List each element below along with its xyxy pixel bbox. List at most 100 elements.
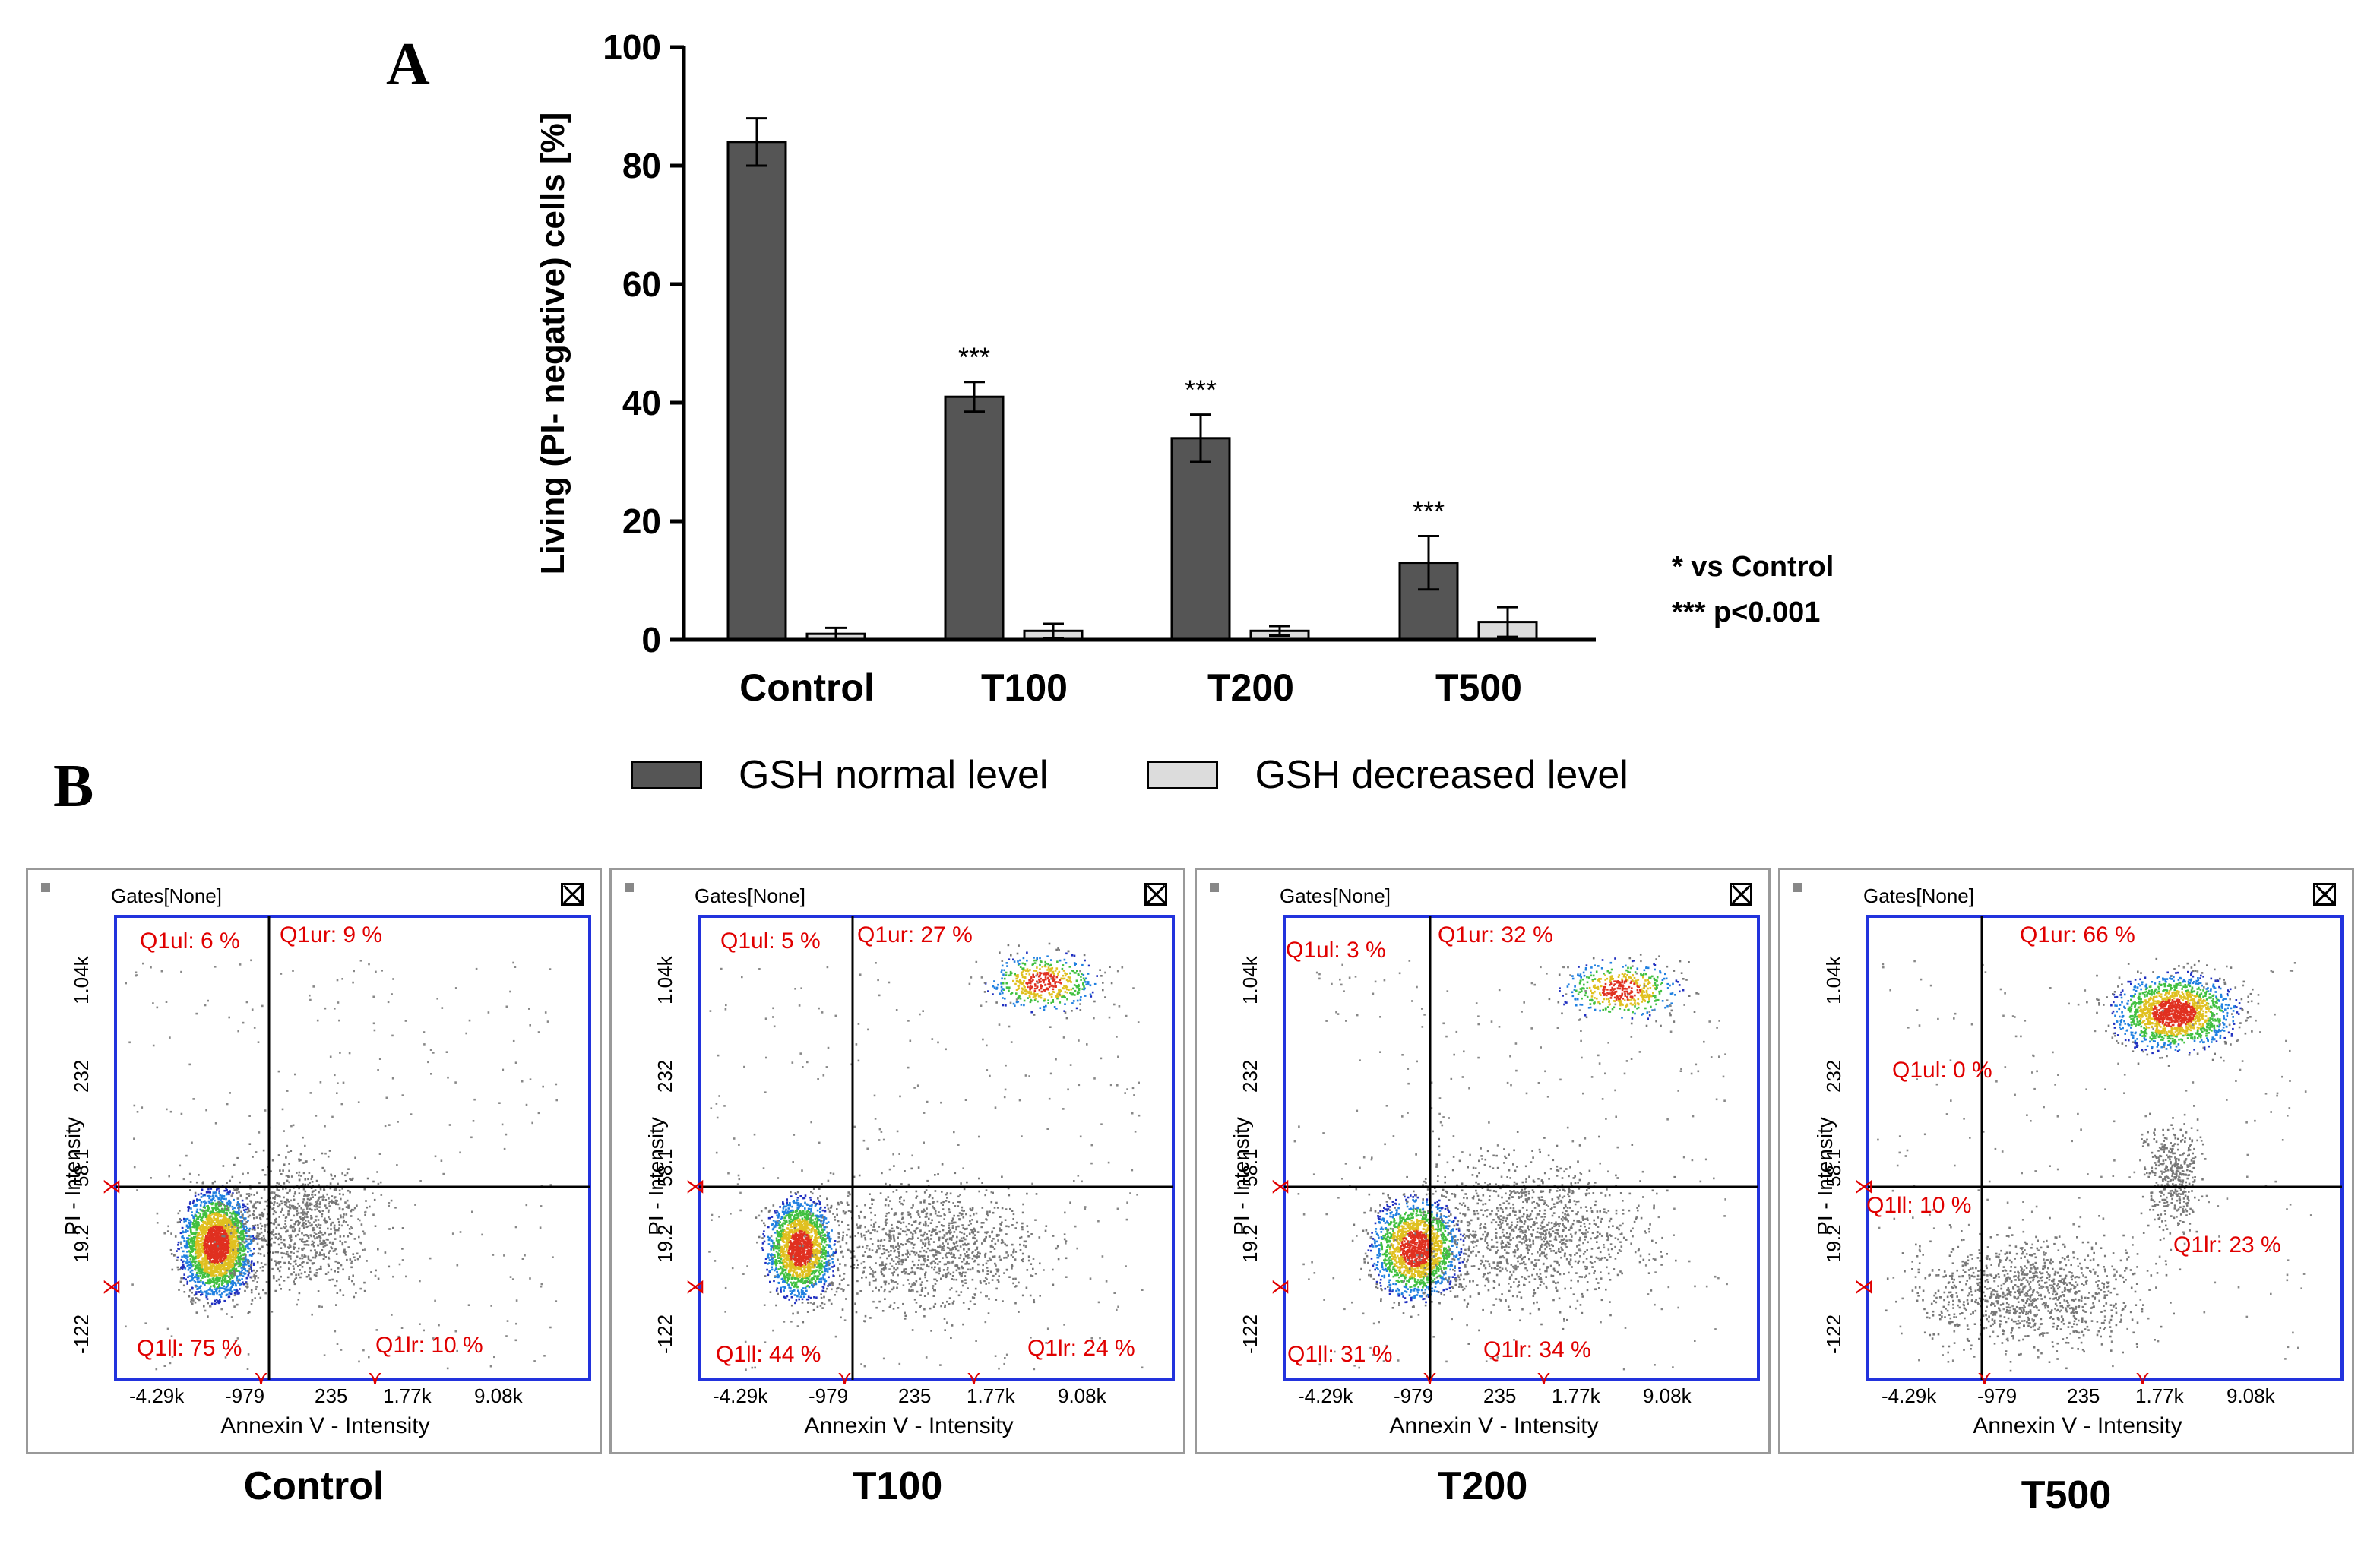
event-dot: [766, 1268, 768, 1271]
event-dot: [243, 1273, 246, 1275]
event-dot: [203, 1230, 205, 1233]
event-dot: [233, 1232, 235, 1235]
event-dot: [215, 1239, 218, 1242]
event-dot: [209, 1258, 211, 1261]
event-dot: [330, 1224, 332, 1227]
event-dot: [207, 1273, 209, 1276]
close-icon[interactable]: [561, 883, 584, 906]
event-dot: [206, 1274, 208, 1277]
event-dot: [288, 1181, 290, 1184]
event-dot: [788, 1271, 790, 1273]
event-dot: [241, 1199, 244, 1202]
event-dot: [540, 1283, 543, 1286]
event-dot: [767, 1257, 770, 1259]
flow-panel-control: Gates[None] ⋊ ⋊ ⋎ ⋎ Q1ul: 6 % Q1ur: 9 % …: [26, 868, 602, 1454]
event-dot: [195, 1255, 197, 1258]
event-dot: [216, 1260, 219, 1262]
event-dot: [201, 1232, 203, 1235]
event-dot: [211, 1212, 214, 1214]
event-dot: [223, 1226, 226, 1229]
event-dot: [540, 1205, 543, 1207]
event-dot: [780, 1249, 783, 1252]
event-dot: [811, 1242, 814, 1245]
event-dot: [209, 1259, 211, 1261]
event-dot: [226, 1275, 229, 1278]
event-dot: [820, 1226, 822, 1228]
event-dot: [229, 1261, 233, 1264]
event-dot: [193, 1276, 196, 1279]
event-dot: [343, 1248, 346, 1251]
event-dot: [231, 1226, 233, 1228]
event-dot: [220, 1223, 223, 1226]
event-dot: [807, 1207, 810, 1210]
event-dot: [204, 1267, 207, 1270]
event-dot: [181, 1231, 184, 1234]
event-dot: [242, 1021, 245, 1024]
event-dot: [257, 1277, 260, 1279]
event-dot: [285, 1205, 288, 1208]
event-dot: [179, 1268, 181, 1271]
error-bar: [1418, 535, 1439, 591]
event-dot: [254, 1229, 256, 1231]
event-dot: [209, 1191, 211, 1194]
event-dot: [240, 1273, 243, 1276]
event-dot: [290, 1251, 293, 1254]
event-dot: [801, 1240, 803, 1243]
close-icon[interactable]: [1144, 883, 1167, 906]
event-dot: [285, 1156, 287, 1159]
event-dot: [213, 1245, 216, 1248]
event-dot: [315, 1201, 318, 1203]
event-dot: [193, 1280, 196, 1282]
event-dot: [194, 1301, 197, 1304]
event-dot: [454, 987, 457, 989]
event-dot: [214, 1218, 217, 1221]
event-dot: [454, 1330, 457, 1333]
event-dot: [342, 1081, 345, 1084]
event-dot: [270, 1222, 272, 1224]
event-dot: [217, 1248, 220, 1251]
event-dot: [216, 1212, 219, 1215]
event-dot: [324, 1125, 326, 1128]
event-dot: [366, 1177, 369, 1180]
event-dot: [321, 1215, 323, 1218]
event-dot: [821, 1232, 824, 1234]
event-dot: [307, 1178, 309, 1181]
event-dot: [286, 1229, 289, 1232]
event-dot: [241, 1220, 244, 1223]
event-dot: [197, 1275, 199, 1277]
event-dot: [215, 1246, 217, 1248]
event-dot: [216, 1229, 218, 1231]
event-dot: [223, 1204, 226, 1207]
event-dot: [223, 1258, 226, 1261]
event-dot: [809, 1204, 812, 1207]
event-dot: [212, 1210, 214, 1213]
event-dot: [228, 1295, 231, 1298]
event-dot: [210, 1246, 213, 1248]
event-dot: [446, 1367, 449, 1370]
event-dot: [277, 1232, 280, 1235]
event-dot: [189, 1250, 191, 1253]
event-dot: [211, 1274, 214, 1277]
event-dot: [302, 1222, 305, 1224]
event-dot: [236, 1156, 239, 1159]
event-dot: [342, 1251, 345, 1253]
event-dot: [293, 1223, 296, 1226]
event-dot: [275, 1280, 278, 1282]
event-dot: [256, 1201, 259, 1204]
event-dot: [328, 1201, 331, 1203]
event-dot: [239, 963, 242, 966]
event-dot: [207, 1226, 210, 1228]
event-dot: [806, 1240, 809, 1242]
event-dot: [818, 1270, 820, 1273]
event-dot: [191, 1141, 193, 1144]
event-dot: [253, 1027, 256, 1029]
event-dot: [309, 1267, 312, 1270]
event-dot: [806, 1220, 809, 1223]
event-dot: [792, 1219, 794, 1221]
event-dot: [828, 1259, 831, 1262]
event-dot: [198, 1291, 201, 1293]
event-dot: [359, 1287, 362, 1290]
event-dot: [251, 1254, 253, 1257]
event-dot: [798, 1229, 800, 1232]
event-dot: [205, 1109, 207, 1112]
